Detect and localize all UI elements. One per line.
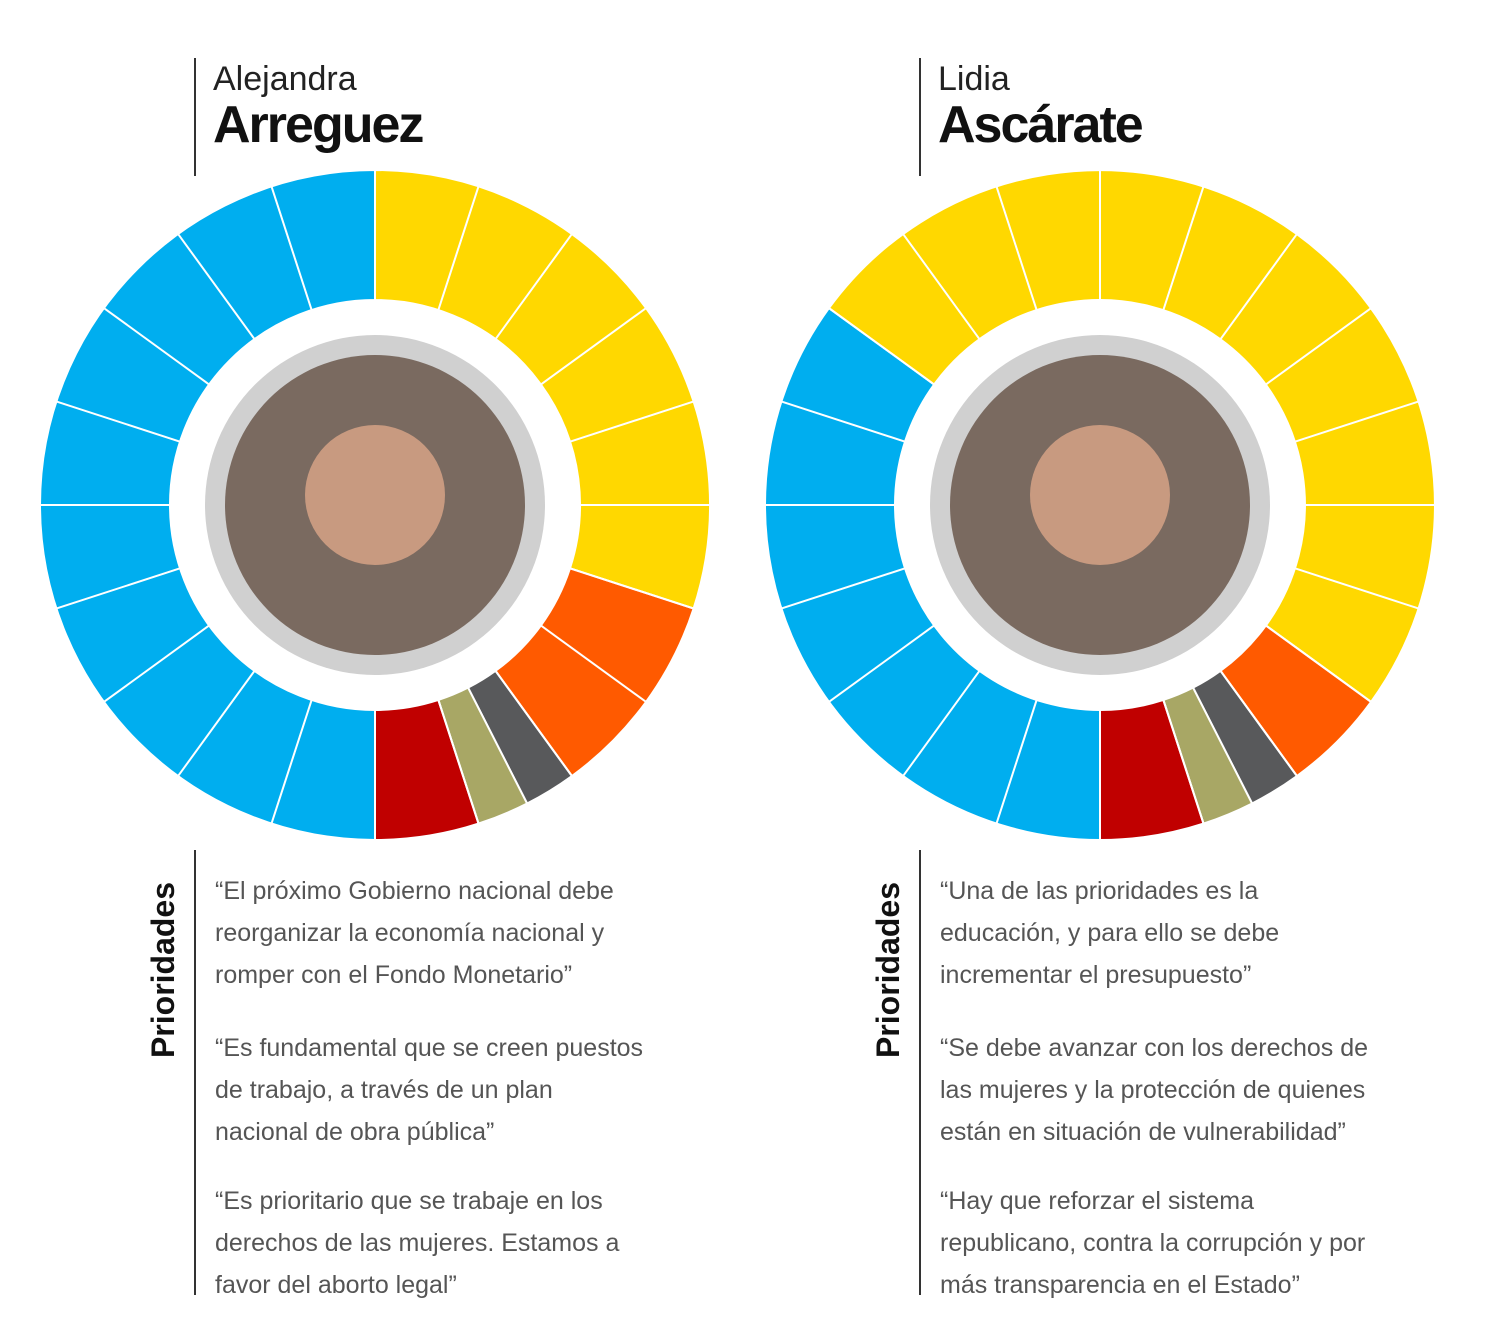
- donut-slice: [763, 306, 1101, 842]
- segment-divider: [55, 567, 181, 610]
- photo-face: [1030, 425, 1170, 565]
- segment-divider: [995, 699, 1038, 825]
- donut-slice: [374, 168, 711, 610]
- segment-divider: [1265, 306, 1373, 386]
- segment-divider: [1219, 670, 1299, 778]
- first-name: Alejandra: [213, 60, 357, 98]
- last-name: Arreguez: [213, 96, 423, 154]
- segment-divider: [827, 306, 935, 386]
- quote-line: “Es prioritario que se trabaje en los: [215, 1187, 603, 1215]
- segment-divider: [1265, 624, 1373, 704]
- quote-line: “Se debe avanzar con los derechos de: [940, 1034, 1368, 1062]
- quote-line: favor del aborto legal”: [215, 1271, 457, 1299]
- segment-divider: [540, 624, 648, 704]
- quote-line: “Es fundamental que se creen puestos: [215, 1034, 643, 1062]
- segment-divider: [1162, 185, 1205, 311]
- section-label: Prioridades: [145, 882, 181, 1058]
- quote-line: más transparencia en el Estado”: [940, 1271, 1300, 1299]
- segment-divider: [270, 699, 313, 825]
- segment-divider: [780, 400, 906, 443]
- quote-line: educación, y para ello se debe: [940, 919, 1279, 947]
- quote-line: incrementar el presupuesto”: [940, 961, 1251, 989]
- quote-line: romper con el Fondo Monetario”: [215, 961, 572, 989]
- segment-divider: [176, 232, 256, 340]
- segment-divider: [437, 699, 480, 825]
- segment-divider: [494, 232, 574, 340]
- quote-line: de trabajo, a través de un plan: [215, 1076, 553, 1104]
- quote-line: derechos de las mujeres. Estamos a: [215, 1229, 619, 1257]
- segment-divider: [569, 567, 695, 610]
- segment-divider: [827, 624, 935, 704]
- segment-divider: [494, 670, 574, 778]
- segment-divider: [901, 670, 981, 778]
- segment-divider: [1294, 567, 1420, 610]
- segment-divider: [901, 232, 981, 340]
- segment-divider: [780, 567, 906, 610]
- segment-divider: [995, 185, 1038, 311]
- segment-divider: [1294, 400, 1420, 443]
- quote-line: “El próximo Gobierno nacional debe: [215, 877, 614, 905]
- segment-divider: [102, 306, 210, 386]
- segment-divider: [569, 400, 695, 443]
- donut-slice: [39, 168, 376, 842]
- section-label: Prioridades: [870, 882, 906, 1058]
- last-name: Ascárate: [938, 96, 1143, 154]
- quote-line: nacional de obra pública”: [215, 1118, 494, 1146]
- segment-divider: [55, 400, 181, 443]
- segment-divider: [540, 306, 648, 386]
- quote-line: las mujeres y la protección de quienes: [940, 1076, 1365, 1104]
- segment-divider: [1219, 232, 1299, 340]
- segment-divider: [102, 624, 210, 704]
- quote-line: “Hay que reforzar el sistema: [940, 1187, 1254, 1215]
- quote-line: republicano, contra la corrupción y por: [940, 1229, 1365, 1257]
- first-name: Lidia: [938, 60, 1010, 98]
- donut-slice: [827, 169, 1436, 704]
- quote-line: “Una de las prioridades es la: [940, 877, 1258, 905]
- segment-divider: [176, 670, 256, 778]
- segment-divider: [437, 185, 480, 311]
- segment-divider: [270, 185, 313, 311]
- quote-line: reorganizar la economía nacional y: [215, 919, 605, 947]
- photo-face: [305, 425, 445, 565]
- quote-line: están en situación de vulnerabilidad”: [940, 1118, 1346, 1146]
- segment-divider: [1162, 699, 1205, 825]
